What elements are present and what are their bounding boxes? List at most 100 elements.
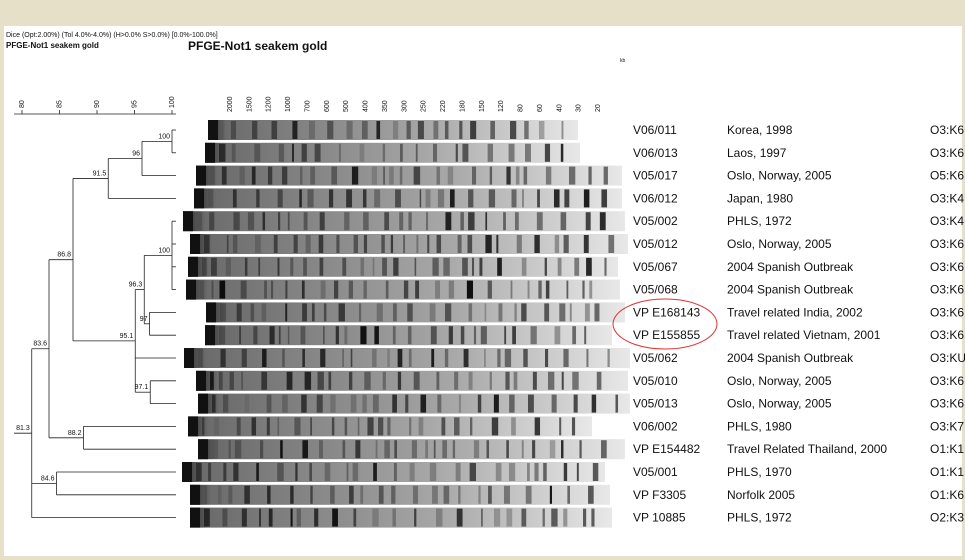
page: { "header": { "settings": "Dice (Opt:2.0… bbox=[0, 0, 965, 560]
gel-band bbox=[528, 281, 530, 299]
gel-band bbox=[254, 144, 260, 162]
gel-band bbox=[431, 349, 434, 367]
gel-band bbox=[570, 303, 572, 321]
gel-band bbox=[278, 212, 280, 230]
node-label: 84.6 bbox=[41, 475, 55, 482]
gel-band bbox=[252, 121, 257, 139]
gel-band bbox=[391, 486, 395, 504]
gel-band bbox=[416, 235, 418, 253]
gel-band bbox=[582, 281, 584, 299]
gel-band bbox=[461, 326, 464, 344]
gel-band bbox=[196, 463, 202, 481]
gel-band bbox=[242, 349, 247, 367]
serotype: O3:KU bbox=[930, 351, 965, 365]
gel-band bbox=[564, 235, 569, 253]
gel-band bbox=[427, 235, 429, 253]
gel-band bbox=[552, 395, 557, 413]
gel-band bbox=[474, 440, 479, 458]
isolate-id: V05/002 bbox=[633, 214, 678, 228]
gel-band bbox=[478, 486, 480, 504]
gel-band bbox=[544, 303, 549, 321]
serotype: O3:K6 bbox=[930, 123, 964, 137]
gel-band bbox=[516, 167, 520, 185]
gel-band bbox=[512, 189, 517, 207]
gel-band bbox=[584, 235, 589, 253]
gel-band bbox=[554, 189, 560, 207]
gel-band bbox=[245, 395, 249, 413]
gel-lane-edge bbox=[196, 166, 206, 186]
gel-band bbox=[450, 189, 455, 207]
gel-band bbox=[445, 212, 451, 230]
gel-band bbox=[494, 509, 500, 527]
gel-band bbox=[317, 395, 323, 413]
isolate-id: VP E168143 bbox=[633, 305, 700, 319]
gel-band bbox=[481, 326, 487, 344]
gel-band bbox=[577, 463, 579, 481]
gel-lane bbox=[188, 257, 618, 277]
gel-band bbox=[354, 235, 358, 253]
gel-band bbox=[488, 144, 493, 162]
origin: PHLS, 1980 bbox=[727, 419, 792, 433]
node-label: 100 bbox=[158, 247, 170, 254]
gel-band bbox=[456, 144, 458, 162]
gel-band bbox=[302, 303, 307, 321]
gel-band bbox=[533, 372, 537, 390]
kb-marker: 220 bbox=[440, 100, 447, 112]
gel-band bbox=[537, 189, 540, 207]
node-label: 95.1 bbox=[120, 333, 134, 340]
kb-marker: 600 bbox=[324, 100, 331, 112]
gel-band bbox=[218, 486, 221, 504]
gel-band bbox=[204, 235, 210, 253]
gel-band bbox=[526, 486, 532, 504]
gel-band bbox=[349, 372, 352, 390]
scale-tick-label: 85 bbox=[57, 100, 64, 108]
origin: Travel related Vietnam, 2001 bbox=[727, 328, 881, 342]
gel-band bbox=[233, 189, 237, 207]
gel-band bbox=[209, 212, 214, 230]
gel-band bbox=[260, 440, 263, 458]
gel-band bbox=[292, 121, 297, 139]
gel-band bbox=[278, 417, 280, 435]
isolate-id: V05/012 bbox=[633, 237, 678, 251]
gel-band bbox=[208, 189, 213, 207]
gel-band bbox=[535, 417, 540, 435]
gel-band bbox=[426, 212, 428, 230]
gel-band bbox=[509, 463, 515, 481]
gel-band bbox=[449, 326, 453, 344]
gel-band bbox=[220, 303, 226, 321]
gel-band bbox=[363, 189, 366, 207]
node-label: 81.3 bbox=[16, 425, 30, 432]
gel-band bbox=[433, 144, 437, 162]
gel-band bbox=[237, 417, 241, 435]
gel-lane bbox=[196, 166, 622, 186]
gel-band bbox=[437, 235, 442, 253]
gel-band bbox=[331, 167, 337, 185]
gel-band bbox=[574, 258, 579, 276]
gel-band bbox=[320, 349, 325, 367]
gel-band bbox=[527, 463, 530, 481]
gel-band bbox=[301, 326, 306, 344]
node-label: 83.6 bbox=[33, 341, 47, 348]
gel-lane-edge bbox=[188, 416, 198, 436]
gel-band bbox=[309, 463, 312, 481]
gel-band bbox=[558, 258, 562, 276]
gel-band bbox=[267, 417, 270, 435]
gel-band bbox=[586, 349, 588, 367]
gel-band bbox=[594, 303, 599, 321]
scale-tick-label: 95 bbox=[132, 100, 139, 108]
gel-band bbox=[229, 440, 231, 458]
gel-band bbox=[572, 372, 578, 390]
gel-band bbox=[381, 235, 384, 253]
gel-band bbox=[342, 258, 346, 276]
gel-band bbox=[391, 235, 393, 253]
gel-band bbox=[514, 372, 518, 390]
gel-band bbox=[347, 121, 353, 139]
gel-band bbox=[469, 372, 473, 390]
gel-band bbox=[212, 281, 214, 299]
gel-band bbox=[408, 212, 411, 230]
isolate-id: VP E154482 bbox=[633, 442, 700, 456]
gel-band bbox=[443, 258, 449, 276]
origin: Oslo, Norway, 2005 bbox=[727, 169, 832, 183]
gel-band bbox=[212, 440, 218, 458]
gel-band bbox=[285, 303, 287, 321]
